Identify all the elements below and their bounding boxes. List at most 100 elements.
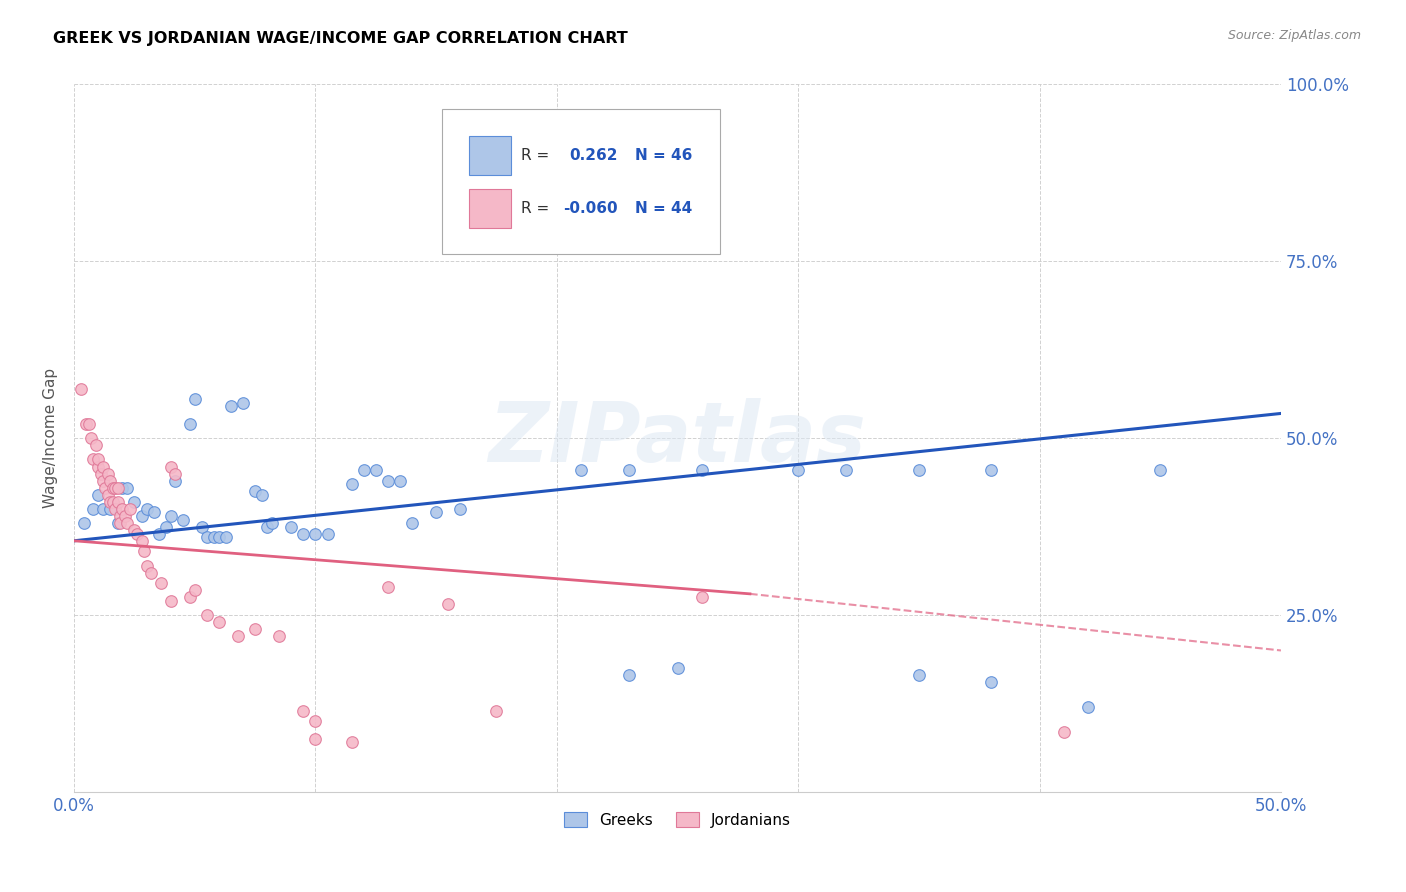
- Point: [172, 512, 194, 526]
- Text: 0.262: 0.262: [569, 148, 617, 162]
- Point: [179, 417, 201, 431]
- Point: [115, 481, 138, 495]
- Point: [208, 530, 231, 544]
- Point: [97, 488, 120, 502]
- Point: [141, 566, 163, 580]
- Point: [425, 506, 447, 520]
- Point: [260, 516, 283, 530]
- Point: [256, 519, 278, 533]
- Point: [449, 502, 471, 516]
- Point: [131, 509, 153, 524]
- Point: [104, 502, 127, 516]
- Point: [125, 526, 148, 541]
- Y-axis label: Wage/Income Gap: Wage/Income Gap: [44, 368, 58, 508]
- Point: [111, 502, 134, 516]
- Point: [70, 382, 93, 396]
- Point: [132, 544, 155, 558]
- Point: [155, 519, 177, 533]
- Point: [304, 731, 326, 746]
- Point: [787, 463, 810, 477]
- Point: [666, 661, 689, 675]
- Point: [108, 509, 131, 524]
- Point: [269, 629, 291, 643]
- Point: [835, 463, 858, 477]
- Point: [77, 417, 100, 431]
- Point: [184, 583, 207, 598]
- Point: [131, 533, 153, 548]
- Point: [226, 629, 249, 643]
- FancyBboxPatch shape: [468, 136, 510, 175]
- Point: [80, 431, 103, 445]
- Point: [437, 598, 460, 612]
- Point: [1053, 724, 1076, 739]
- Point: [98, 495, 121, 509]
- Point: [75, 417, 97, 431]
- Point: [243, 484, 266, 499]
- Point: [114, 509, 136, 524]
- Point: [82, 452, 104, 467]
- Point: [142, 506, 165, 520]
- Point: [908, 463, 931, 477]
- Point: [219, 400, 242, 414]
- Point: [232, 396, 254, 410]
- Point: [165, 467, 187, 481]
- Point: [87, 459, 110, 474]
- Text: N = 44: N = 44: [636, 201, 693, 216]
- Point: [243, 622, 266, 636]
- Point: [980, 463, 1002, 477]
- Text: R =: R =: [520, 148, 554, 162]
- Point: [82, 502, 104, 516]
- Point: [73, 516, 96, 530]
- Point: [124, 495, 146, 509]
- Point: [401, 516, 423, 530]
- Point: [118, 502, 141, 516]
- Point: [87, 488, 110, 502]
- Point: [690, 463, 713, 477]
- Point: [316, 526, 339, 541]
- Point: [388, 474, 411, 488]
- Point: [94, 481, 117, 495]
- Point: [195, 530, 218, 544]
- Text: GREEK VS JORDANIAN WAGE/INCOME GAP CORRELATION CHART: GREEK VS JORDANIAN WAGE/INCOME GAP CORRE…: [53, 31, 628, 46]
- Point: [107, 481, 129, 495]
- Point: [107, 495, 129, 509]
- Point: [87, 452, 110, 467]
- Point: [340, 735, 363, 749]
- Point: [165, 474, 187, 488]
- FancyBboxPatch shape: [441, 109, 720, 254]
- Point: [619, 668, 641, 682]
- Point: [90, 467, 112, 481]
- Point: [208, 615, 231, 629]
- Text: -0.060: -0.060: [562, 201, 617, 216]
- FancyBboxPatch shape: [468, 189, 510, 227]
- Point: [690, 591, 713, 605]
- Point: [149, 576, 172, 591]
- Point: [115, 516, 138, 530]
- Point: [84, 438, 107, 452]
- Point: [1149, 463, 1171, 477]
- Point: [292, 704, 315, 718]
- Point: [101, 495, 124, 509]
- Point: [159, 509, 181, 524]
- Point: [619, 463, 641, 477]
- Point: [980, 675, 1002, 690]
- Point: [91, 459, 114, 474]
- Point: [108, 516, 131, 530]
- Point: [377, 580, 399, 594]
- Point: [252, 488, 274, 502]
- Point: [195, 608, 218, 623]
- Point: [364, 463, 387, 477]
- Point: [215, 530, 238, 544]
- Point: [91, 474, 114, 488]
- Point: [135, 502, 157, 516]
- Point: [148, 526, 170, 541]
- Point: [292, 526, 315, 541]
- Point: [304, 526, 326, 541]
- Point: [353, 463, 375, 477]
- Point: [191, 519, 214, 533]
- Point: [179, 591, 201, 605]
- Point: [569, 463, 592, 477]
- Point: [377, 474, 399, 488]
- Point: [107, 516, 129, 530]
- Point: [304, 714, 326, 729]
